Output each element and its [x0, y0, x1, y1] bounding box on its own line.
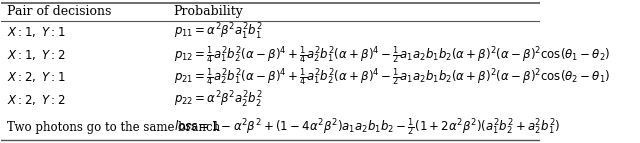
Text: $X:2,\ Y:1$: $X:2,\ Y:1$: [7, 70, 65, 84]
Text: $X:1,\ Y:2$: $X:1,\ Y:2$: [7, 48, 65, 62]
Text: $X:2,\ Y:2$: $X:2,\ Y:2$: [7, 93, 65, 107]
Text: $loss = 1 - \alpha^2\beta^2 + (1-4\alpha^2\beta^2)a_1 a_2 b_1 b_2 - \frac{1}{2}(: $loss = 1 - \alpha^2\beta^2 + (1-4\alpha…: [173, 117, 560, 138]
Text: $p_{22} = \alpha^2\beta^2 a_2^2 b_2^2$: $p_{22} = \alpha^2\beta^2 a_2^2 b_2^2$: [173, 90, 262, 110]
Text: Pair of decisions: Pair of decisions: [7, 5, 111, 18]
Text: $X:1,\ Y:1$: $X:1,\ Y:1$: [7, 25, 65, 39]
Text: $p_{21} = \frac{1}{4}a_2^2 b_1^2(\alpha-\beta)^4 + \frac{1}{4}a_1^2 b_2^2(\alpha: $p_{21} = \frac{1}{4}a_2^2 b_1^2(\alpha-…: [173, 66, 610, 88]
Text: $p_{11} = \alpha^2\beta^2 a_1^2 b_1^2$: $p_{11} = \alpha^2\beta^2 a_1^2 b_1^2$: [173, 22, 262, 42]
Text: Probability: Probability: [173, 5, 243, 18]
Text: $p_{12} = \frac{1}{4}a_1^2 b_2^2(\alpha-\beta)^4 + \frac{1}{4}a_2^2 b_1^2(\alpha: $p_{12} = \frac{1}{4}a_1^2 b_2^2(\alpha-…: [173, 44, 610, 65]
Text: Two photons go to the same branch: Two photons go to the same branch: [7, 121, 220, 134]
